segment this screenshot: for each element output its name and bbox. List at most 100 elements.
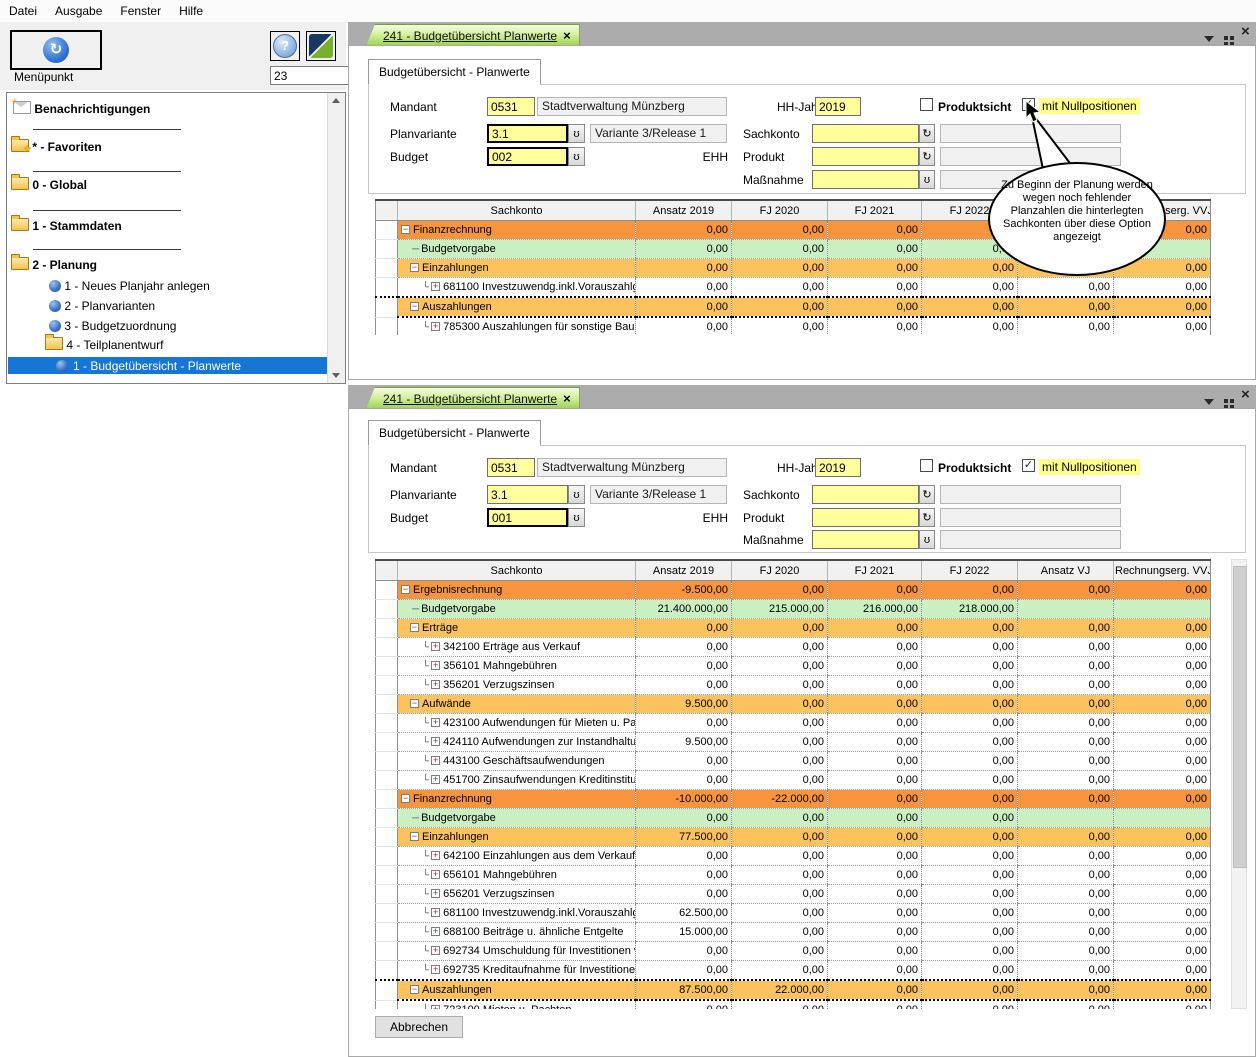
value-cell[interactable]: 0,00 bbox=[1018, 619, 1114, 638]
collapse-icon[interactable]: − bbox=[401, 225, 410, 234]
expand-icon[interactable]: + bbox=[431, 680, 440, 689]
table-row[interactable]: └+451700 Zinsaufwendungen Kreditinstitut… bbox=[376, 771, 1211, 790]
expand-icon[interactable]: + bbox=[431, 737, 440, 746]
row-label[interactable]: −Ergebnisrechnung bbox=[398, 581, 636, 600]
row-label[interactable]: └+342100 Erträge aus Verkauf bbox=[398, 638, 636, 657]
value-cell[interactable]: 0,00 bbox=[732, 847, 828, 866]
row-selector[interactable] bbox=[376, 752, 398, 771]
table-row[interactable]: −Finanzrechnung-10.000,00-22.000,000,000… bbox=[376, 790, 1211, 809]
tab-close-icon[interactable]: × bbox=[563, 392, 571, 405]
value-cell[interactable]: 0,00 bbox=[828, 278, 922, 298]
row-selector[interactable] bbox=[376, 600, 398, 619]
value-cell[interactable]: 0,00 bbox=[732, 809, 828, 828]
value-cell[interactable]: 0,00 bbox=[828, 297, 922, 317]
value-cell[interactable]: 0,00 bbox=[636, 1000, 732, 1009]
value-cell[interactable]: 0,00 bbox=[1018, 317, 1114, 335]
value-cell[interactable]: 0,00 bbox=[1114, 828, 1211, 847]
value-cell[interactable]: 0,00 bbox=[828, 317, 922, 335]
value-cell[interactable]: 0,00 bbox=[828, 866, 922, 885]
row-label[interactable]: └+656201 Verzugszinsen bbox=[398, 885, 636, 904]
value-cell[interactable]: 0,00 bbox=[828, 752, 922, 771]
value-cell[interactable] bbox=[1018, 600, 1114, 619]
value-cell[interactable]: 62.500,00 bbox=[636, 904, 732, 923]
expand-icon[interactable]: + bbox=[431, 908, 440, 917]
close-icon[interactable]: × bbox=[1241, 389, 1250, 401]
value-cell[interactable]: 0,00 bbox=[828, 259, 922, 278]
hhjahr-input[interactable] bbox=[815, 458, 861, 477]
value-cell[interactable]: 0,00 bbox=[1018, 923, 1114, 942]
table-row[interactable]: −Auszahlungen87.500,0022.000,000,000,000… bbox=[376, 980, 1211, 1000]
hhjahr-input[interactable] bbox=[815, 97, 861, 116]
value-cell[interactable]: 0,00 bbox=[828, 714, 922, 733]
value-cell[interactable]: 0,00 bbox=[1018, 278, 1114, 298]
value-cell[interactable]: 0,00 bbox=[828, 885, 922, 904]
expand-icon[interactable]: + bbox=[431, 851, 440, 860]
planvariante-input[interactable] bbox=[487, 124, 568, 143]
value-cell[interactable]: 0,00 bbox=[922, 904, 1018, 923]
value-cell[interactable]: 0,00 bbox=[828, 771, 922, 790]
row-label[interactable]: └+681100 Investzuwendg.inkl.Vorauszahlg.… bbox=[398, 904, 636, 923]
row-selector[interactable] bbox=[376, 923, 398, 942]
table-row[interactable]: −Einzahlungen77.500,000,000,000,000,000,… bbox=[376, 828, 1211, 847]
value-cell[interactable]: 0,00 bbox=[828, 695, 922, 714]
value-cell[interactable]: 0,00 bbox=[1018, 752, 1114, 771]
massnahme-input[interactable] bbox=[812, 530, 919, 549]
massnahme-input[interactable] bbox=[812, 170, 919, 189]
value-cell[interactable]: 0,00 bbox=[636, 278, 732, 298]
value-cell[interactable]: 0,00 bbox=[1114, 771, 1211, 790]
sidebar-scrollbar[interactable] bbox=[327, 93, 345, 383]
value-cell[interactable]: 0,00 bbox=[732, 771, 828, 790]
value-cell[interactable]: 0,00 bbox=[828, 619, 922, 638]
table-row[interactable]: └+688100 Beiträge u. ähnliche Entgelte15… bbox=[376, 923, 1211, 942]
row-selector[interactable] bbox=[376, 317, 398, 335]
value-cell[interactable]: 0,00 bbox=[636, 221, 732, 240]
row-label[interactable]: −Finanzrechnung bbox=[398, 790, 636, 809]
budget-input[interactable] bbox=[487, 508, 568, 527]
table-row[interactable]: └+656201 Verzugszinsen0,000,000,000,000,… bbox=[376, 885, 1211, 904]
tab-budgetuebersicht[interactable]: 241 - Budgetübersicht Planwerte × bbox=[366, 24, 580, 46]
expand-icon[interactable]: + bbox=[431, 1005, 440, 1009]
collapse-icon[interactable]: − bbox=[401, 794, 410, 803]
value-cell[interactable]: -10.000,00 bbox=[636, 790, 732, 809]
expand-icon[interactable]: + bbox=[431, 718, 440, 727]
tile-windows-icon[interactable] bbox=[1224, 29, 1228, 43]
chevron-down-icon[interactable] bbox=[1204, 394, 1214, 408]
table-row[interactable]: −Aufwände9.500,000,000,000,000,000,00 bbox=[376, 695, 1211, 714]
value-cell[interactable]: 0,00 bbox=[1114, 961, 1211, 981]
value-cell[interactable]: 218.000,00 bbox=[922, 600, 1018, 619]
value-cell[interactable]: 0,00 bbox=[922, 1000, 1018, 1009]
inner-tab[interactable]: Budgetübersicht - Planwerte bbox=[368, 59, 541, 85]
value-cell[interactable]: 0,00 bbox=[636, 259, 732, 278]
value-cell[interactable]: 0,00 bbox=[732, 676, 828, 695]
collapse-icon[interactable]: − bbox=[410, 263, 419, 272]
value-cell[interactable]: 0,00 bbox=[922, 752, 1018, 771]
row-selector[interactable] bbox=[376, 619, 398, 638]
value-cell[interactable] bbox=[1114, 809, 1211, 828]
value-cell[interactable]: 0,00 bbox=[828, 847, 922, 866]
row-selector[interactable] bbox=[376, 980, 398, 1000]
sidebar-item-planung[interactable]: 2 - Planung bbox=[11, 257, 97, 272]
value-cell[interactable]: 0,00 bbox=[732, 297, 828, 317]
sachkonto-input[interactable] bbox=[812, 485, 919, 504]
collapse-icon[interactable]: − bbox=[410, 699, 419, 708]
value-cell[interactable]: 0,00 bbox=[1018, 259, 1114, 278]
expand-icon[interactable]: + bbox=[431, 661, 440, 670]
value-cell[interactable]: 0,00 bbox=[828, 581, 922, 600]
value-cell[interactable]: 0,00 bbox=[828, 923, 922, 942]
value-cell[interactable]: 0,00 bbox=[922, 866, 1018, 885]
row-label[interactable]: └+356101 Mahngebühren bbox=[398, 657, 636, 676]
produkt-input[interactable] bbox=[812, 147, 919, 166]
value-cell[interactable]: 0,00 bbox=[732, 828, 828, 847]
value-cell[interactable]: 0,00 bbox=[828, 790, 922, 809]
help-button[interactable]: ? bbox=[270, 31, 300, 61]
row-selector[interactable] bbox=[376, 581, 398, 600]
value-cell[interactable]: 0,00 bbox=[732, 581, 828, 600]
value-cell[interactable]: 0,00 bbox=[922, 771, 1018, 790]
planvariante-input[interactable] bbox=[487, 485, 568, 504]
value-cell[interactable]: 0,00 bbox=[636, 752, 732, 771]
value-cell[interactable]: 0,00 bbox=[1114, 942, 1211, 961]
row-selector[interactable] bbox=[376, 676, 398, 695]
row-label[interactable]: −Einzahlungen bbox=[398, 828, 636, 847]
value-cell[interactable]: 0,00 bbox=[1018, 676, 1114, 695]
menu-item-hilfe[interactable]: Hilfe bbox=[170, 1, 212, 21]
